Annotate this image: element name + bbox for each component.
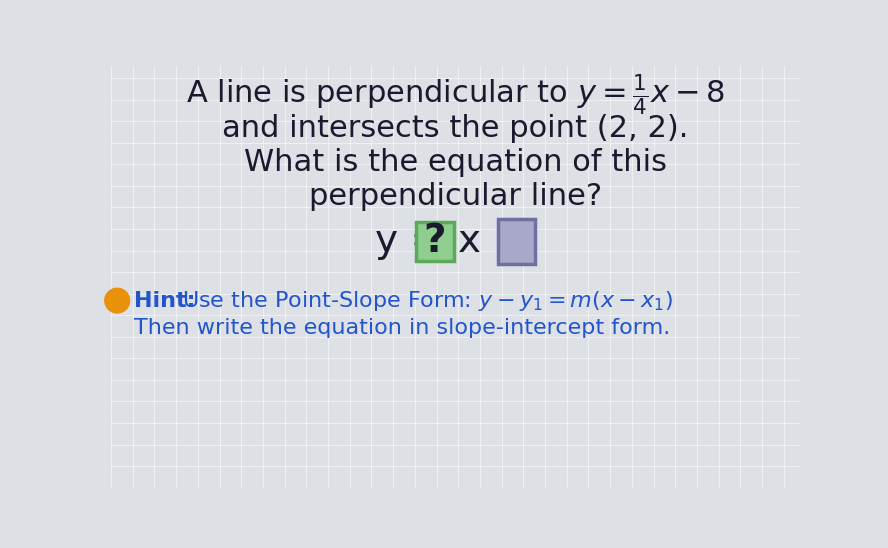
- Text: ?: ?: [424, 222, 446, 260]
- Text: What is the equation of this: What is the equation of this: [243, 149, 667, 178]
- Text: x +: x +: [458, 222, 539, 260]
- Text: perpendicular line?: perpendicular line?: [308, 182, 602, 211]
- FancyBboxPatch shape: [416, 222, 454, 260]
- Text: y =: y =: [376, 222, 456, 260]
- Text: Use the Point-Slope Form: $y - y_1 = m(x - x_1)$: Use the Point-Slope Form: $y - y_1 = m(x…: [182, 289, 673, 312]
- Text: and intersects the point (2, 2).: and intersects the point (2, 2).: [222, 115, 688, 144]
- Text: Hint:: Hint:: [134, 290, 195, 311]
- Text: A line is perpendicular to $y = \frac{1}{4}x - 8$: A line is perpendicular to $y = \frac{1}…: [186, 72, 725, 118]
- FancyBboxPatch shape: [498, 219, 535, 264]
- Circle shape: [105, 288, 130, 313]
- Text: Then write the equation in slope-intercept form.: Then write the equation in slope-interce…: [134, 318, 670, 338]
